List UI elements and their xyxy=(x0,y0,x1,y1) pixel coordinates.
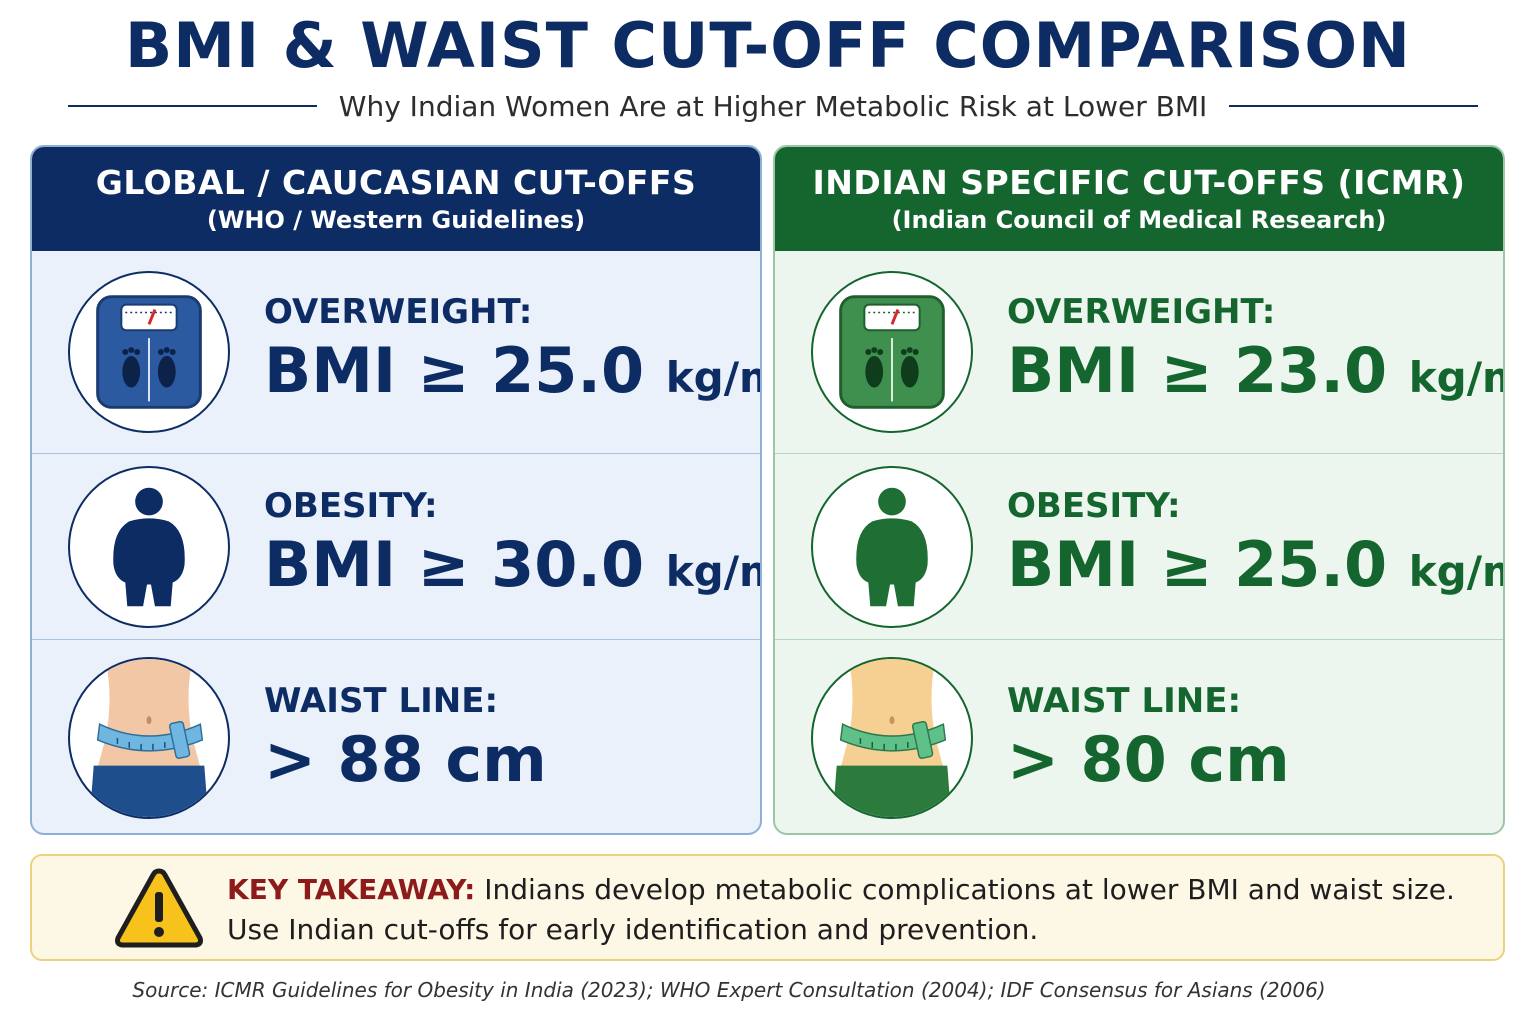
page-title: BMI & WAIST CUT-OFF COMPARISON xyxy=(125,9,1411,82)
overweight-bmi-value: BMI ≥ 23.0 kg/m² xyxy=(1007,334,1503,415)
obese-person-icon xyxy=(811,465,973,628)
bmi-unit: kg/m² xyxy=(665,547,760,596)
bmi-unit: kg/m² xyxy=(1408,352,1503,402)
india-waist-row: WAIST LINE: > 80 cm xyxy=(775,639,1503,833)
india-panel-subtitle: (Indian Council of Medical Research) xyxy=(891,206,1387,234)
page-subtitle: Why Indian Women Are at Higher Metabolic… xyxy=(338,89,1208,123)
subtitle-divider-left xyxy=(68,105,317,107)
waist-line-label: WAIST LINE: xyxy=(1007,680,1242,721)
overweight-bmi-value: BMI ≥ 25.0 kg/m² xyxy=(264,334,760,415)
global-panel-subtitle: (WHO / Western Guidelines) xyxy=(206,206,586,234)
india-panel-title: INDIAN SPECIFIC CUT-OFFS (ICMR) xyxy=(812,163,1466,202)
waist-line-label: WAIST LINE: xyxy=(264,680,499,721)
key-takeaway-box: KEY TAKEAWAY: Indians develop metabolic … xyxy=(30,854,1505,961)
obesity-bmi-value: BMI ≥ 25.0 kg/m² xyxy=(1007,528,1503,609)
overweight-label: OVERWEIGHT: xyxy=(264,291,533,332)
warning-icon xyxy=(114,866,204,950)
india-waist-text: WAIST LINE: > 80 cm xyxy=(1007,679,1290,797)
global-overweight-row: OVERWEIGHT: BMI ≥ 25.0 kg/m² xyxy=(32,251,760,453)
weighing-scale-icon xyxy=(68,271,230,433)
bmi-unit: kg/m² xyxy=(665,352,760,402)
india-panel-header: INDIAN SPECIFIC CUT-OFFS (ICMR) (Indian … xyxy=(775,147,1503,251)
global-overweight-text: OVERWEIGHT: BMI ≥ 25.0 kg/m² xyxy=(264,290,760,415)
obesity-label: OBESITY: xyxy=(1007,486,1181,526)
india-overweight-text: OVERWEIGHT: BMI ≥ 23.0 kg/m² xyxy=(1007,290,1503,415)
key-takeaway-line-2: Use Indian cut-offs for early identifica… xyxy=(227,913,1039,946)
key-takeaway-line-1: KEY TAKEAWAY: Indians develop metabolic … xyxy=(227,873,1455,906)
source-citation: Source: ICMR Guidelines for Obesity in I… xyxy=(132,978,1326,1002)
global-obesity-text: OBESITY: BMI ≥ 30.0 kg/m² xyxy=(264,484,760,609)
obesity-label: OBESITY: xyxy=(264,486,438,526)
subtitle-row: Why Indian Women Are at Higher Metabolic… xyxy=(68,86,1479,126)
global-obesity-row: OBESITY: BMI ≥ 30.0 kg/m² xyxy=(32,453,760,639)
global-panel-header: GLOBAL / CAUCASIAN CUT-OFFS (WHO / Weste… xyxy=(32,147,760,251)
key-takeaway-text: KEY TAKEAWAY: Indians develop metabolic … xyxy=(227,870,1455,950)
key-takeaway-label: KEY TAKEAWAY: xyxy=(227,873,476,906)
waist-tape-icon xyxy=(811,656,973,819)
overweight-label: OVERWEIGHT: xyxy=(1007,291,1276,332)
bmi-unit: kg/m² xyxy=(1408,547,1503,596)
global-waist-text: WAIST LINE: > 88 cm xyxy=(264,679,547,797)
india-obesity-row: OBESITY: BMI ≥ 25.0 kg/m² xyxy=(775,453,1503,639)
global-waist-row: WAIST LINE: > 88 cm xyxy=(32,639,760,833)
india-obesity-text: OBESITY: BMI ≥ 25.0 kg/m² xyxy=(1007,484,1503,609)
subtitle-divider-right xyxy=(1229,105,1479,107)
obesity-bmi-value: BMI ≥ 30.0 kg/m² xyxy=(264,528,760,609)
global-cutoffs-panel: GLOBAL / CAUCASIAN CUT-OFFS (WHO / Weste… xyxy=(30,145,762,835)
indian-cutoffs-panel: INDIAN SPECIFIC CUT-OFFS (ICMR) (Indian … xyxy=(773,145,1505,835)
global-panel-title: GLOBAL / CAUCASIAN CUT-OFFS xyxy=(95,163,697,202)
waist-line-value: > 80 cm xyxy=(1007,722,1290,796)
weighing-scale-icon xyxy=(811,271,973,433)
obese-person-icon xyxy=(68,465,230,628)
waist-line-value: > 88 cm xyxy=(264,722,547,796)
waist-tape-icon xyxy=(68,656,230,819)
india-overweight-row: OVERWEIGHT: BMI ≥ 23.0 kg/m² xyxy=(775,251,1503,453)
